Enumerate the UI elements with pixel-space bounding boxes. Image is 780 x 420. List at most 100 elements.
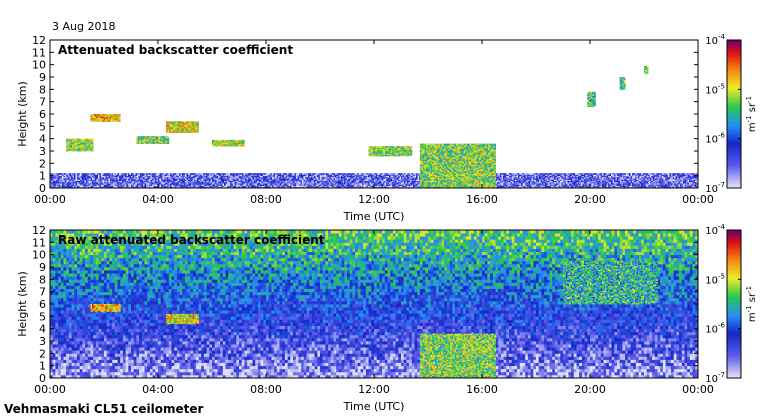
backscatter-cell bbox=[267, 183, 270, 185]
backscatter-cell bbox=[99, 183, 102, 185]
backscatter-cell bbox=[609, 174, 612, 177]
backscatter-cell bbox=[579, 176, 582, 179]
backscatter-cell bbox=[188, 183, 190, 185]
backscatter-cell bbox=[653, 184, 655, 186]
backscatter-cell bbox=[498, 180, 501, 183]
backscatter-cell bbox=[170, 181, 172, 184]
backscatter-cell bbox=[101, 183, 103, 185]
backscatter-cell bbox=[600, 183, 603, 185]
backscatter-cell bbox=[593, 176, 595, 179]
backscatter-cell bbox=[134, 183, 136, 185]
backscatter-cell bbox=[378, 175, 381, 178]
backscatter-cell bbox=[213, 173, 216, 175]
backscatter-cell bbox=[618, 184, 621, 186]
backscatter-cell bbox=[95, 176, 97, 179]
backscatter-cell bbox=[213, 178, 216, 180]
backscatter-cell bbox=[273, 175, 276, 178]
backscatter-cell bbox=[642, 184, 645, 186]
backscatter-cell bbox=[57, 178, 60, 180]
backscatter-cell bbox=[320, 183, 322, 185]
backscatter-cell bbox=[116, 185, 118, 188]
backscatter-cell bbox=[396, 173, 399, 175]
backscatter-cell bbox=[636, 185, 639, 188]
backscatter-cell bbox=[369, 180, 372, 183]
backscatter-cell bbox=[68, 181, 70, 184]
backscatter-cell bbox=[627, 180, 630, 183]
backscatter-cell bbox=[63, 184, 66, 186]
backscatter-cell bbox=[141, 178, 144, 180]
backscatter-cell bbox=[294, 178, 297, 180]
backscatter-cell bbox=[269, 181, 271, 184]
backscatter-cell bbox=[567, 185, 570, 188]
backscatter-cell bbox=[275, 173, 277, 175]
backscatter-cell bbox=[188, 178, 190, 180]
backscatter-cell bbox=[51, 178, 54, 180]
backscatter-cell bbox=[146, 181, 148, 184]
backscatter-cell bbox=[84, 184, 87, 186]
backscatter-cell bbox=[207, 178, 210, 180]
backscatter-cell bbox=[332, 183, 334, 185]
backscatter-cell bbox=[309, 183, 312, 185]
backscatter-cell bbox=[569, 173, 571, 175]
backscatter-cell bbox=[501, 179, 504, 181]
backscatter-cell bbox=[401, 183, 403, 185]
backscatter-cell bbox=[503, 175, 505, 178]
backscatter-cell bbox=[566, 185, 568, 188]
backscatter-cell bbox=[87, 179, 90, 181]
backscatter-cell bbox=[561, 180, 564, 183]
backscatter-cell bbox=[348, 183, 351, 185]
backscatter-cell bbox=[291, 174, 294, 177]
backscatter-cell bbox=[105, 184, 108, 186]
backscatter-cell bbox=[275, 176, 277, 179]
backscatter-cell bbox=[182, 173, 184, 175]
backscatter-cell bbox=[174, 181, 177, 184]
backscatter-cell bbox=[353, 180, 355, 183]
backscatter-cell bbox=[209, 176, 211, 179]
backscatter-cell bbox=[579, 183, 582, 185]
backscatter-cell bbox=[77, 174, 79, 177]
backscatter-cell bbox=[77, 179, 79, 181]
backscatter-cell bbox=[350, 175, 352, 178]
backscatter-cell bbox=[68, 184, 70, 186]
backscatter-cell bbox=[549, 179, 552, 181]
backscatter-cell bbox=[224, 181, 226, 184]
backscatter-cell bbox=[581, 183, 583, 185]
backscatter-cell bbox=[497, 178, 499, 180]
backscatter-cell bbox=[552, 179, 555, 181]
backscatter-cell bbox=[86, 179, 88, 181]
backscatter-cell bbox=[215, 176, 217, 179]
backscatter-cell bbox=[87, 181, 90, 184]
backscatter-cell bbox=[551, 184, 553, 186]
backscatter-cell bbox=[56, 174, 58, 177]
backscatter-cell bbox=[545, 179, 547, 181]
backscatter-cell bbox=[608, 180, 610, 183]
backscatter-cell bbox=[171, 174, 174, 177]
backscatter-cell bbox=[413, 175, 415, 178]
backscatter-cell bbox=[299, 174, 301, 177]
backscatter-cell bbox=[327, 174, 330, 177]
backscatter-cell bbox=[119, 176, 121, 179]
backscatter-cell bbox=[146, 175, 148, 178]
backscatter-cell bbox=[338, 184, 340, 186]
backscatter-cell bbox=[117, 183, 120, 185]
backscatter-cell bbox=[372, 183, 375, 185]
backscatter-cell bbox=[87, 184, 90, 186]
backscatter-cell bbox=[137, 178, 139, 180]
backscatter-cell bbox=[630, 183, 633, 185]
backscatter-cell bbox=[222, 180, 225, 183]
backscatter-cell bbox=[603, 179, 606, 181]
backscatter-cell bbox=[297, 174, 300, 177]
backscatter-cell bbox=[206, 181, 208, 184]
backscatter-cell bbox=[386, 185, 388, 188]
backscatter-cell bbox=[512, 173, 514, 175]
backscatter-cell bbox=[54, 178, 57, 180]
backscatter-cell bbox=[635, 173, 637, 175]
backscatter-cell bbox=[116, 183, 118, 185]
backscatter-cell bbox=[375, 174, 378, 177]
backscatter-cell bbox=[264, 185, 267, 188]
backscatter-cell bbox=[371, 174, 373, 177]
backscatter-cell bbox=[383, 180, 385, 183]
backscatter-cell bbox=[635, 179, 637, 181]
backscatter-cell bbox=[122, 179, 124, 181]
backscatter-cell bbox=[255, 181, 258, 184]
